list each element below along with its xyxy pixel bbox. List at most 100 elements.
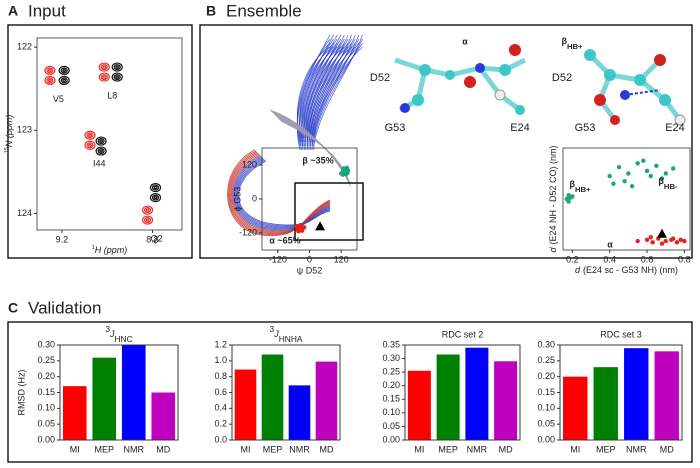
y-tick-label: 1.0 xyxy=(214,355,227,365)
x-tick-label: 8.8 xyxy=(146,234,159,244)
peak-contour xyxy=(143,207,152,214)
peak-contour xyxy=(44,65,56,76)
peak xyxy=(44,65,56,86)
atom xyxy=(654,54,666,66)
x-tick-label: MEP xyxy=(263,444,283,454)
peak-contour xyxy=(98,72,110,82)
point xyxy=(663,171,668,176)
chart-title-part: 3 xyxy=(270,324,275,334)
bar xyxy=(62,386,87,440)
point xyxy=(644,237,650,242)
bar xyxy=(121,345,146,440)
atom xyxy=(674,114,686,126)
plot-frame xyxy=(36,37,183,231)
y-tick-label: 0.4 xyxy=(214,403,227,413)
peak-contour xyxy=(100,74,108,81)
atom xyxy=(634,74,646,86)
y-axis-label: 15N (ppm) xyxy=(4,115,14,154)
panel-letter: B xyxy=(206,3,216,19)
chart-title: 3JHNC xyxy=(105,324,132,344)
structure-strand xyxy=(305,46,345,139)
point xyxy=(644,168,650,174)
y-axis-label-part: d xyxy=(548,247,558,253)
peak-contour xyxy=(143,217,152,224)
bar xyxy=(407,370,431,440)
plot-frame xyxy=(404,344,521,441)
x-tick-label: NMR xyxy=(467,444,488,454)
y-tick-label: 0.15 xyxy=(382,394,400,404)
peak-contour xyxy=(115,75,120,79)
peak xyxy=(141,205,154,225)
atom xyxy=(475,63,485,73)
atom xyxy=(620,90,630,100)
bar xyxy=(563,376,588,440)
bar xyxy=(436,354,460,440)
point xyxy=(298,222,303,228)
peak xyxy=(149,182,162,203)
annotation-part: HB+ xyxy=(575,185,591,194)
y-tick-label: 0.25 xyxy=(37,355,55,365)
peak xyxy=(95,136,107,156)
peak-contour xyxy=(99,139,104,143)
point xyxy=(616,164,622,170)
molecule-title-part: β xyxy=(561,36,567,46)
y-axis-label: ϕ G53 xyxy=(232,187,242,212)
bar xyxy=(624,348,649,440)
point xyxy=(654,163,659,169)
peak xyxy=(84,130,96,150)
y-tick-label: 0.10 xyxy=(382,407,400,417)
structure-strand xyxy=(307,46,349,139)
y-tick-label: 0.25 xyxy=(382,367,400,377)
peak-contour xyxy=(86,142,94,149)
atom xyxy=(584,49,596,61)
structure-strand xyxy=(313,42,363,143)
peak-contour xyxy=(84,140,96,150)
residue-label: E24 xyxy=(510,122,530,134)
y-tick-label: 0.15 xyxy=(37,387,55,397)
structure-strand xyxy=(299,46,334,139)
x-tick-label: MEP xyxy=(438,444,458,454)
y-tick-label: 0 xyxy=(252,193,257,203)
x-tick-label: 0.6 xyxy=(641,254,654,264)
point xyxy=(648,235,653,240)
chart-title-part: J xyxy=(273,329,279,339)
peak-contour xyxy=(88,133,92,137)
peak-contour xyxy=(62,78,67,83)
bar xyxy=(654,351,679,440)
reference-marker xyxy=(315,221,326,231)
x-tick-label: NMR xyxy=(626,444,647,454)
atom xyxy=(412,94,424,106)
peak-contour xyxy=(145,208,150,212)
y-tick-label: 0.05 xyxy=(537,419,555,429)
x-axis-label-part: d xyxy=(575,265,581,275)
chart-title: RDC set 2 xyxy=(442,329,484,339)
atom xyxy=(494,89,506,101)
peak-contour xyxy=(98,62,110,72)
peak-contour xyxy=(141,205,154,215)
point xyxy=(659,176,665,181)
x-tick-label: MEP xyxy=(596,444,616,454)
y-tick-label: 0.05 xyxy=(382,421,400,431)
chart-title-part: HNHA xyxy=(279,334,303,344)
peak-contour xyxy=(84,130,96,140)
structure-strand xyxy=(310,42,356,143)
point xyxy=(635,238,640,244)
bar xyxy=(465,347,489,440)
peak-contour xyxy=(86,132,94,139)
plot-frame xyxy=(59,344,179,441)
peak-contour xyxy=(100,64,108,71)
x-tick-label: NMR xyxy=(289,444,310,454)
structure-strand xyxy=(311,42,360,143)
chart-title-part: HNC xyxy=(115,334,133,344)
structure-strand xyxy=(230,152,331,234)
atom xyxy=(610,115,620,125)
x-tick-label: 0.4 xyxy=(603,254,616,264)
structure-strand xyxy=(303,46,342,139)
peak xyxy=(111,62,123,82)
atom xyxy=(499,64,511,76)
x-tick-label: -120 xyxy=(269,254,287,264)
y-tick-label: 0.25 xyxy=(537,355,555,365)
structure-strand xyxy=(301,46,338,139)
x-tick-label: 120 xyxy=(334,254,349,264)
